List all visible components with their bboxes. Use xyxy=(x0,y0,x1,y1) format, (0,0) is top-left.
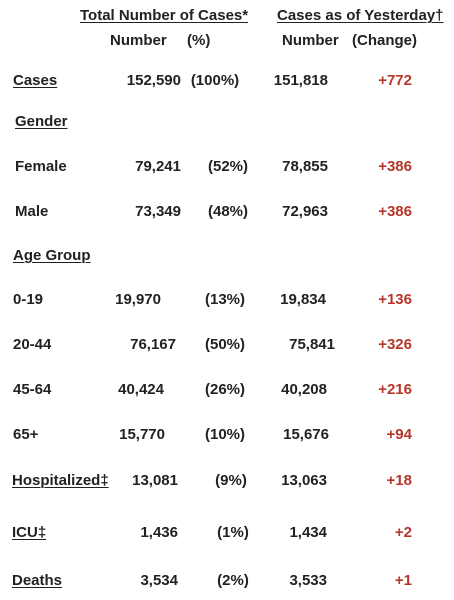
percent-value: (1%) xyxy=(217,524,249,541)
yesterday-value: 72,963 xyxy=(282,203,328,220)
change-value: +18 xyxy=(386,472,412,489)
yesterday-cases-heading: Cases as of Yesterday† xyxy=(277,7,444,24)
row-label-hospitalized: Hospitalized‡ xyxy=(12,472,109,489)
row-label-female: Female xyxy=(15,158,67,175)
percent-value: (9%) xyxy=(215,472,247,489)
row-label-male: Male xyxy=(15,203,49,220)
table-row-female: Female 79,241 (52%) 78,855 +386 xyxy=(0,158,454,176)
change-value: +772 xyxy=(378,72,412,89)
table-row-age-20-44: 20-44 76,167 (50%) 75,841 +326 xyxy=(0,336,454,354)
total-cases-heading: Total Number of Cases* xyxy=(80,7,249,24)
yesterday-value: 75,841 xyxy=(289,336,335,353)
percent-value: (13%) xyxy=(204,291,245,308)
change-value: +136 xyxy=(378,291,412,308)
percent-value: (52%) xyxy=(207,158,248,175)
yesterday-value: 151,818 xyxy=(273,72,328,89)
section-heading-age-group: Age Group xyxy=(13,247,91,264)
change-value: +326 xyxy=(378,336,412,353)
row-label-age-65-plus: 65+ xyxy=(13,426,39,443)
change-value: +94 xyxy=(386,426,412,443)
total-value: 15,770 xyxy=(119,426,165,443)
table-row-age-0-19: 0-19 19,970 (13%) 19,834 +136 xyxy=(0,291,454,309)
percent-value: (48%) xyxy=(207,203,248,220)
row-label-deaths: Deaths xyxy=(12,572,63,589)
table-row-deaths: Deaths 3,534 (2%) 3,533 +1 xyxy=(0,572,454,590)
total-value: 3,534 xyxy=(140,572,178,589)
yesterday-value: 19,834 xyxy=(280,291,326,308)
table-row-age-45-64: 45-64 40,424 (26%) 40,208 +216 xyxy=(0,381,454,399)
yesterday-value: 15,676 xyxy=(283,426,329,443)
total-value: 1,436 xyxy=(140,524,178,541)
yesterday-value: 13,063 xyxy=(281,472,327,489)
yesterday-value: 78,855 xyxy=(282,158,328,175)
yesterday-value: 40,208 xyxy=(281,381,327,398)
table-row-cases: Cases 152,590 (100%) 151,818 +772 xyxy=(0,72,454,90)
total-value: 19,970 xyxy=(115,291,161,308)
row-label-icu: ICU‡ xyxy=(12,524,47,541)
total-value: 152,590 xyxy=(126,72,181,89)
percent-value: (100%) xyxy=(190,72,240,89)
total-value: 76,167 xyxy=(130,336,176,353)
total-value: 73,349 xyxy=(135,203,181,220)
yesterday-number-column-label: Number xyxy=(282,32,339,49)
yesterday-value: 1,434 xyxy=(289,524,327,541)
percent-value: (50%) xyxy=(204,336,245,353)
row-label-age-20-44: 20-44 xyxy=(13,336,52,353)
percent-value: (26%) xyxy=(204,381,245,398)
table-row-hospitalized: Hospitalized‡ 13,081 (9%) 13,063 +18 xyxy=(0,472,454,490)
total-value: 40,424 xyxy=(118,381,164,398)
row-label-cases: Cases xyxy=(13,72,58,89)
change-value: +2 xyxy=(394,524,412,541)
change-value: +1 xyxy=(394,572,412,589)
percent-column-label: (%) xyxy=(187,32,211,49)
total-value: 79,241 xyxy=(135,158,181,175)
total-value: 13,081 xyxy=(132,472,178,489)
row-label-age-0-19: 0-19 xyxy=(13,291,44,308)
table-row-age-65-plus: 65+ 15,770 (10%) 15,676 +94 xyxy=(0,426,454,444)
section-heading-gender: Gender xyxy=(15,113,68,130)
row-label-age-45-64: 45-64 xyxy=(13,381,52,398)
change-value: +386 xyxy=(378,158,412,175)
number-column-label: Number xyxy=(110,32,167,49)
table-row-icu: ICU‡ 1,436 (1%) 1,434 +2 xyxy=(0,524,454,542)
yesterday-value: 3,533 xyxy=(289,572,327,589)
change-column-label: (Change) xyxy=(352,32,417,49)
table-row-male: Male 73,349 (48%) 72,963 +386 xyxy=(0,203,454,221)
percent-value: (2%) xyxy=(217,572,249,589)
change-value: +386 xyxy=(378,203,412,220)
percent-value: (10%) xyxy=(204,426,245,443)
change-value: +216 xyxy=(378,381,412,398)
